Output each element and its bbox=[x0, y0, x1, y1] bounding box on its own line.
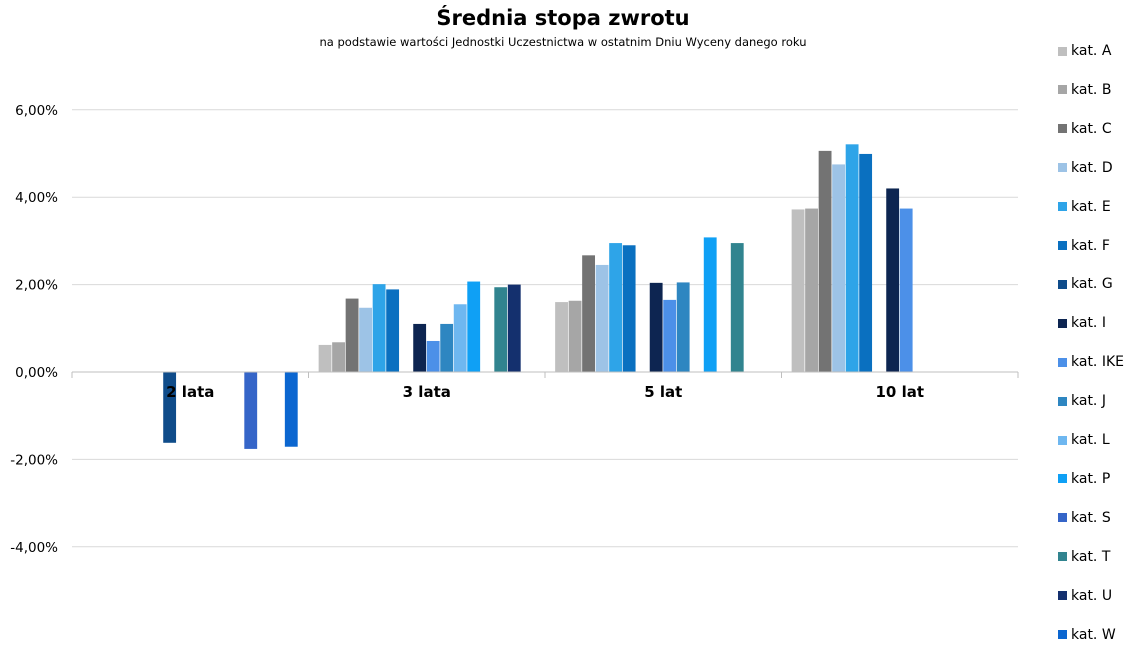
bars bbox=[163, 144, 913, 449]
bar-kat-d bbox=[359, 307, 373, 372]
legend-item: kat. J bbox=[1058, 391, 1106, 411]
bar-kat-f bbox=[859, 153, 873, 372]
y-tick-label: -2,00% bbox=[10, 452, 58, 468]
bar-kat-e bbox=[609, 243, 623, 372]
bar-kat-d bbox=[832, 164, 846, 372]
bar-kat-d bbox=[595, 264, 609, 372]
legend-item: kat. A bbox=[1058, 41, 1111, 61]
legend-label: kat. C bbox=[1071, 120, 1112, 137]
legend-item: kat. D bbox=[1058, 158, 1113, 178]
x-category-label: 10 lat bbox=[875, 383, 924, 401]
bar-kat-e bbox=[372, 284, 386, 372]
bar-kat-a bbox=[318, 344, 332, 372]
bar-kat-f bbox=[386, 289, 400, 372]
legend-label: kat. IKE bbox=[1071, 354, 1124, 371]
legend-label: kat. P bbox=[1071, 470, 1111, 487]
legend-label: kat. I bbox=[1071, 315, 1106, 332]
y-tick-label: 4,00% bbox=[15, 190, 58, 206]
bar-kat-t bbox=[730, 243, 744, 372]
legend-item: kat. T bbox=[1058, 547, 1110, 567]
bar-kat-a bbox=[555, 302, 568, 372]
legend-item: kat. C bbox=[1058, 119, 1112, 139]
axes: 6,00% 4,00% 2,00% 0,00% -2,00% -4,00% 2 lata 3 … bbox=[10, 103, 1019, 556]
bar-kat-j bbox=[676, 282, 690, 372]
bar-kat-i bbox=[649, 282, 663, 372]
legend-item: kat. IKE bbox=[1058, 352, 1124, 372]
bar-kat-g bbox=[163, 372, 177, 443]
legend-label: kat. U bbox=[1071, 587, 1113, 604]
bar-kat-e bbox=[845, 144, 859, 372]
bar-kat-b bbox=[332, 342, 345, 372]
x-category-label: 5 lat bbox=[644, 383, 682, 401]
bar-kat-b bbox=[568, 300, 582, 372]
legend-swatch bbox=[1058, 552, 1067, 562]
legend-swatch bbox=[1058, 46, 1067, 56]
legend-swatch bbox=[1058, 318, 1067, 328]
bar-kat-t bbox=[494, 287, 508, 372]
y-tick-label: -4,00% bbox=[10, 540, 58, 556]
chart-subtitle: na podstawie wartości Jednostki Uczestni… bbox=[319, 35, 807, 49]
legend-label: kat. E bbox=[1071, 198, 1111, 215]
x-category-label: 3 lata bbox=[403, 383, 451, 401]
legend-label: kat. G bbox=[1071, 276, 1113, 293]
y-tick-label: 6,00% bbox=[15, 103, 58, 119]
legend-swatch bbox=[1058, 124, 1067, 134]
legend-item: kat. U bbox=[1058, 586, 1112, 606]
legend-swatch bbox=[1058, 591, 1067, 601]
bar-kat-a bbox=[791, 209, 805, 372]
x-category-label: 2 lata bbox=[166, 383, 214, 401]
bar-kat-ike bbox=[663, 299, 677, 372]
legend-label: kat. F bbox=[1071, 237, 1110, 254]
legend-item: kat. S bbox=[1058, 508, 1111, 528]
legend-item: kat. B bbox=[1058, 80, 1111, 100]
legend-label: kat. D bbox=[1071, 159, 1113, 176]
bar-kat-c bbox=[582, 255, 595, 372]
legend-label: kat. L bbox=[1071, 432, 1110, 448]
legend-item: kat. P bbox=[1058, 469, 1110, 489]
legend-item: kat. I bbox=[1058, 313, 1106, 333]
bar-kat-s bbox=[244, 372, 258, 449]
legend-swatch bbox=[1058, 279, 1067, 289]
legend-item: kat. L bbox=[1058, 430, 1110, 450]
legend-item: kat. E bbox=[1058, 197, 1111, 217]
legend-swatch bbox=[1058, 630, 1067, 639]
y-tick-label: 2,00% bbox=[15, 278, 58, 294]
legend-swatch bbox=[1058, 357, 1067, 367]
legend-swatch bbox=[1058, 474, 1067, 484]
bar-kat-c bbox=[345, 298, 359, 372]
chart-title: Średnia stopa zwrotu bbox=[436, 6, 690, 30]
legend-swatch bbox=[1058, 202, 1067, 212]
bar-kat-j bbox=[440, 323, 454, 372]
bar-kat-l bbox=[453, 304, 467, 372]
bar-kat-c bbox=[818, 150, 832, 372]
gridlines bbox=[72, 109, 1018, 548]
legend-swatch bbox=[1058, 241, 1067, 250]
bar-kat-b bbox=[805, 208, 818, 372]
bar-kat-u bbox=[507, 284, 521, 372]
legend-swatch bbox=[1058, 435, 1067, 445]
legend-label: kat. B bbox=[1071, 81, 1112, 98]
bar-kat-p bbox=[703, 237, 717, 372]
legend-swatch bbox=[1058, 513, 1067, 523]
legend-swatch bbox=[1058, 85, 1067, 95]
legend-swatch bbox=[1058, 396, 1067, 406]
legend-swatch bbox=[1058, 163, 1067, 173]
legend-label: kat. S bbox=[1071, 509, 1111, 526]
legend-item: kat. G bbox=[1058, 274, 1113, 294]
bar-kat-f bbox=[622, 245, 636, 372]
bar-kat-p bbox=[467, 281, 481, 372]
bar-kat-ike bbox=[426, 340, 440, 372]
bar-kat-i bbox=[886, 188, 900, 372]
legend-item: kat. W bbox=[1058, 625, 1116, 645]
legend-item: kat. F bbox=[1058, 236, 1110, 256]
legend-label: kat. J bbox=[1071, 393, 1106, 410]
bar-kat-ike bbox=[899, 208, 913, 372]
bar-kat-i bbox=[413, 323, 427, 372]
bar-kat-w bbox=[284, 372, 298, 447]
legend-label: kat. W bbox=[1071, 626, 1116, 643]
legend-label: kat. T bbox=[1071, 548, 1111, 565]
legend-label: kat. A bbox=[1071, 43, 1112, 59]
y-tick-label: 0,00% bbox=[15, 365, 58, 381]
